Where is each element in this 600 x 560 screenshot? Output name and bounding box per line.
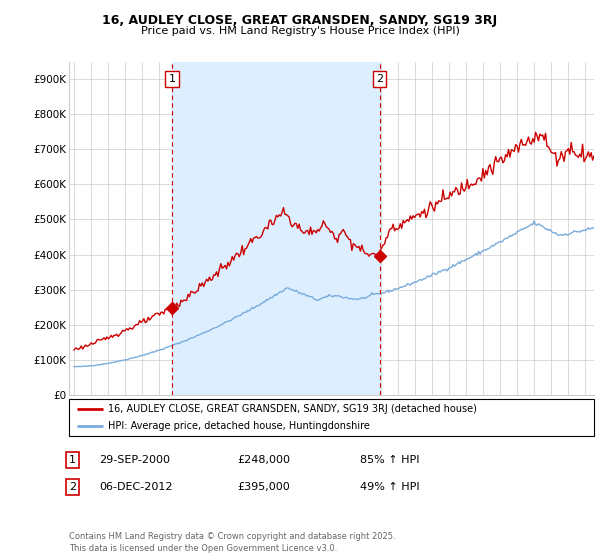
Text: 2: 2 [69, 482, 76, 492]
Text: 2: 2 [376, 74, 383, 84]
Text: 85% ↑ HPI: 85% ↑ HPI [360, 455, 419, 465]
Text: 29-SEP-2000: 29-SEP-2000 [99, 455, 170, 465]
Text: 49% ↑ HPI: 49% ↑ HPI [360, 482, 419, 492]
Text: 16, AUDLEY CLOSE, GREAT GRANSDEN, SANDY, SG19 3RJ (detached house): 16, AUDLEY CLOSE, GREAT GRANSDEN, SANDY,… [109, 404, 477, 414]
Text: £395,000: £395,000 [237, 482, 290, 492]
Text: 1: 1 [69, 455, 76, 465]
FancyBboxPatch shape [69, 399, 594, 436]
Text: 1: 1 [169, 74, 176, 84]
Text: HPI: Average price, detached house, Huntingdonshire: HPI: Average price, detached house, Hunt… [109, 421, 370, 431]
Text: Price paid vs. HM Land Registry's House Price Index (HPI): Price paid vs. HM Land Registry's House … [140, 26, 460, 36]
Text: 06-DEC-2012: 06-DEC-2012 [99, 482, 173, 492]
Text: Contains HM Land Registry data © Crown copyright and database right 2025.
This d: Contains HM Land Registry data © Crown c… [69, 533, 395, 553]
Text: £248,000: £248,000 [237, 455, 290, 465]
Text: 16, AUDLEY CLOSE, GREAT GRANSDEN, SANDY, SG19 3RJ: 16, AUDLEY CLOSE, GREAT GRANSDEN, SANDY,… [103, 14, 497, 27]
Bar [172, 62, 380, 395]
